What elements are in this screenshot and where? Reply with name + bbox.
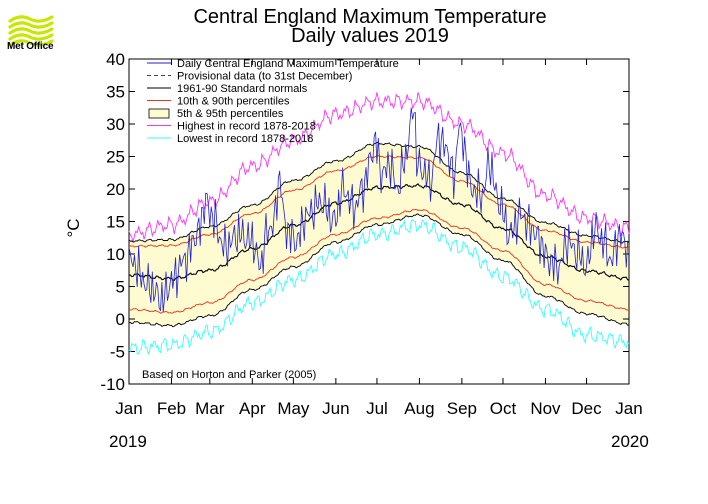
x-tick-label-jan: Jan: [615, 399, 642, 418]
y-tick-label: -5: [110, 343, 125, 362]
legend-label: 1961-90 Standard normals: [177, 83, 308, 95]
legend-label: Lowest in record 1878-2018: [177, 133, 313, 145]
x-tick-label-may: May: [277, 399, 310, 418]
y-tick-label: 20: [106, 180, 125, 199]
logo-wave: [8, 39, 54, 47]
logo-wave: [8, 33, 54, 41]
series-line-10th-percentile: [128, 208, 630, 314]
legend-label: Provisional data (to 31st December): [177, 71, 352, 83]
annotation-source: Based on Horton and Parker (2005): [142, 369, 316, 381]
series-line-1961-90-standard-normals: [128, 183, 630, 282]
y-tick-label: 40: [106, 50, 125, 69]
series-line-highest-in-record-1878-2018: [128, 92, 630, 243]
logo-text: Met Office: [7, 41, 54, 52]
y-tick-label: 5: [116, 278, 125, 297]
year-label-start: 2019: [109, 432, 147, 451]
logo-wave: [8, 15, 54, 23]
x-tick-label-feb: Feb: [157, 399, 186, 418]
chart-title: Central England Maximum Temperature: [193, 6, 547, 28]
y-tick-label: 0: [116, 310, 125, 329]
legend-label: 5th & 95th percentiles: [177, 108, 284, 120]
legend-label: 10th & 90th percentiles: [177, 96, 290, 108]
y-tick-label: 15: [106, 213, 125, 232]
x-tick-label-dec: Dec: [571, 399, 602, 418]
series-line-5th-percentile: [128, 213, 629, 328]
legend-label: Daily Central England Maximum Temperatur…: [177, 58, 399, 70]
legend-label: Highest in record 1878-2018: [177, 121, 316, 133]
logo-wave: [8, 21, 54, 29]
x-tick-label-apr: Apr: [239, 399, 266, 418]
x-tick-label-mar: Mar: [195, 399, 225, 418]
y-tick-label: 35: [106, 83, 125, 102]
x-tick-label-oct: Oct: [490, 399, 517, 418]
x-tick-label-jul: Jul: [366, 399, 388, 418]
y-tick-label: 25: [106, 148, 125, 167]
x-tick-label-jun: Jun: [322, 399, 349, 418]
x-tick-label-aug: Aug: [404, 399, 434, 418]
chart-subtitle: Daily values 2019: [291, 25, 449, 47]
y-axis-label: °C: [64, 218, 83, 237]
series-line-90th-percentile: [128, 155, 630, 249]
year-label-end: 2020: [611, 432, 649, 451]
series-line-lowest-in-record-1878-2018: [128, 219, 630, 356]
legend-swatch: [148, 108, 170, 119]
x-tick-label-jan: Jan: [115, 399, 142, 418]
y-tick-label: 10: [106, 245, 125, 264]
y-tick-label: -10: [100, 375, 125, 394]
x-tick-label-nov: Nov: [530, 399, 561, 418]
series-line-daily-cet-max: [128, 107, 628, 313]
plot-frame: [128, 58, 630, 385]
met-office-logo-icon: [8, 15, 54, 47]
legend: Daily Central England Maximum Temperatur…: [147, 58, 399, 145]
series-line-95th-percentile: [128, 141, 630, 244]
logo-wave: [8, 27, 54, 35]
y-tick-label: 30: [106, 115, 125, 134]
percentile-band-5-95: [129, 142, 629, 327]
x-tick-label-sep: Sep: [447, 399, 477, 418]
